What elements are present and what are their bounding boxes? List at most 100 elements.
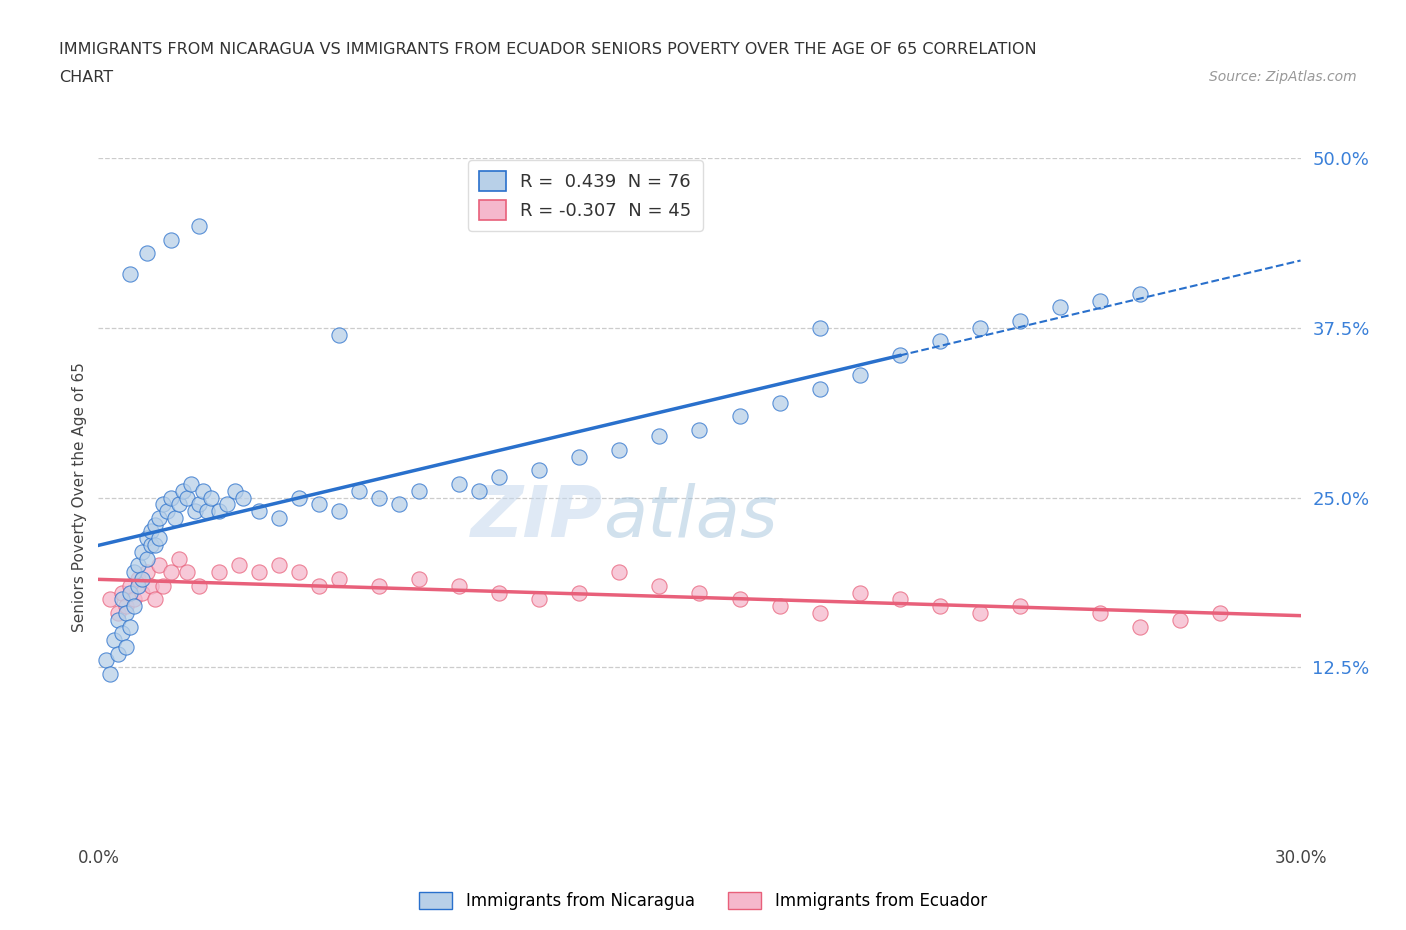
Point <box>568 585 591 600</box>
Point <box>969 605 991 620</box>
Point <box>447 578 470 593</box>
Point <box>120 578 142 593</box>
Point <box>167 497 190 512</box>
Point <box>215 497 238 512</box>
Point <box>929 599 952 614</box>
Point <box>148 511 170 525</box>
Point <box>143 517 166 532</box>
Point <box>648 578 671 593</box>
Point <box>115 599 138 614</box>
Point <box>224 484 246 498</box>
Point <box>808 605 831 620</box>
Point <box>368 490 391 505</box>
Point <box>187 578 209 593</box>
Point <box>689 422 711 437</box>
Point <box>808 381 831 396</box>
Y-axis label: Seniors Poverty Over the Age of 65: Seniors Poverty Over the Age of 65 <box>72 363 87 632</box>
Point <box>609 443 631 458</box>
Point <box>247 504 270 519</box>
Point <box>488 585 510 600</box>
Point <box>728 408 751 423</box>
Point <box>247 565 270 579</box>
Point <box>728 592 751 607</box>
Point <box>969 320 991 336</box>
Point <box>267 558 290 573</box>
Point <box>232 490 254 505</box>
Point <box>120 266 142 281</box>
Point <box>107 646 129 661</box>
Point <box>152 497 174 512</box>
Point <box>139 525 162 539</box>
Point <box>308 497 330 512</box>
Point <box>115 640 138 655</box>
Point <box>148 531 170 546</box>
Point <box>139 578 162 593</box>
Point <box>308 578 330 593</box>
Point <box>408 484 430 498</box>
Point <box>124 565 146 579</box>
Point <box>208 565 231 579</box>
Point <box>609 565 631 579</box>
Point <box>1129 286 1152 301</box>
Point <box>568 449 591 464</box>
Point <box>176 565 198 579</box>
Point <box>447 476 470 491</box>
Point <box>135 565 157 579</box>
Point <box>1129 619 1152 634</box>
Point <box>648 429 671 444</box>
Point <box>328 327 350 342</box>
Point <box>929 334 952 349</box>
Point <box>100 667 122 682</box>
Point <box>180 476 202 491</box>
Point <box>107 605 129 620</box>
Point <box>135 551 157 566</box>
Point <box>200 490 222 505</box>
Point <box>172 484 194 498</box>
Point <box>167 551 190 566</box>
Point <box>96 653 118 668</box>
Point <box>288 565 311 579</box>
Point <box>388 497 411 512</box>
Point <box>1209 605 1232 620</box>
Point <box>124 599 146 614</box>
Point <box>488 470 510 485</box>
Point <box>208 504 231 519</box>
Point <box>529 592 551 607</box>
Point <box>769 395 792 410</box>
Point <box>1170 612 1192 627</box>
Text: atlas: atlas <box>603 484 778 552</box>
Point <box>159 490 181 505</box>
Point <box>135 246 157 260</box>
Point <box>529 463 551 478</box>
Legend: Immigrants from Nicaragua, Immigrants from Ecuador: Immigrants from Nicaragua, Immigrants fr… <box>412 885 994 917</box>
Point <box>128 578 150 593</box>
Point <box>111 585 134 600</box>
Point <box>128 572 150 587</box>
Point <box>115 605 138 620</box>
Point <box>1010 599 1032 614</box>
Point <box>889 348 911 363</box>
Point <box>163 511 186 525</box>
Point <box>808 320 831 336</box>
Point <box>103 632 125 647</box>
Point <box>120 585 142 600</box>
Point <box>1088 605 1111 620</box>
Point <box>120 619 142 634</box>
Point <box>1088 293 1111 308</box>
Point <box>195 504 218 519</box>
Text: ZIP: ZIP <box>471 484 603 552</box>
Point <box>689 585 711 600</box>
Point <box>1010 313 1032 328</box>
Point <box>131 544 153 559</box>
Point <box>148 558 170 573</box>
Point <box>191 484 214 498</box>
Point <box>143 538 166 552</box>
Point <box>135 531 157 546</box>
Point <box>889 592 911 607</box>
Text: CHART: CHART <box>59 70 112 85</box>
Point <box>1049 300 1071 315</box>
Point <box>131 572 153 587</box>
Point <box>328 504 350 519</box>
Point <box>408 572 430 587</box>
Point <box>769 599 792 614</box>
